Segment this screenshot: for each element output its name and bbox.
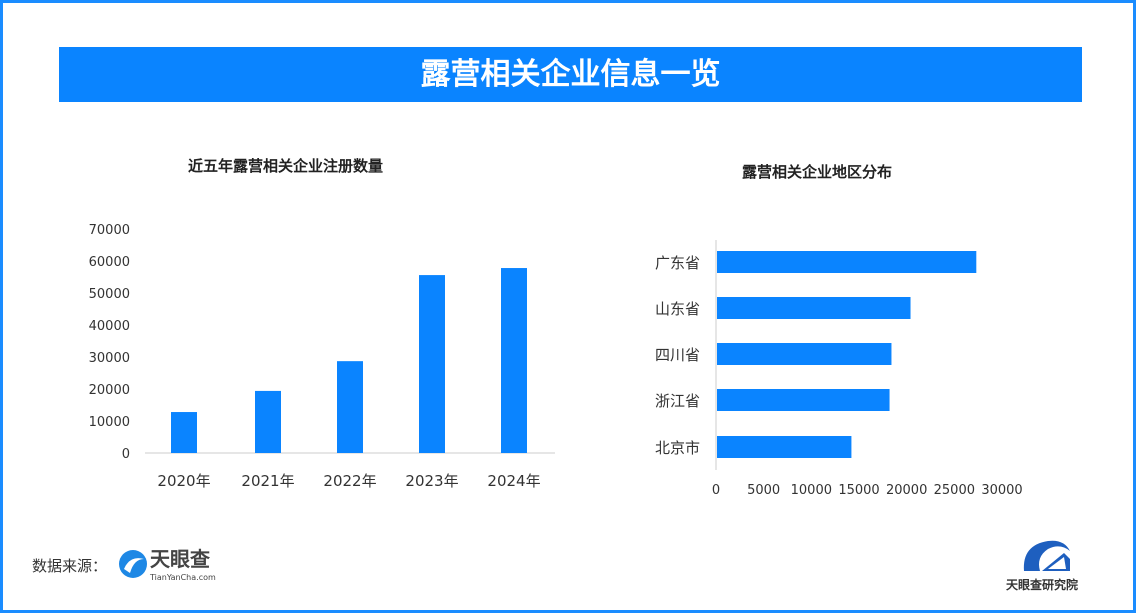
category-label: 北京市 xyxy=(655,439,700,457)
category-label: 山东省 xyxy=(655,300,700,318)
bar-2021年 xyxy=(255,390,281,453)
y-tick-label: 70000 xyxy=(89,223,130,238)
y-tick-label: 60000 xyxy=(89,255,130,270)
y-tick-label: 0 xyxy=(122,447,130,462)
tianyancha-logo-url: TianYanCha.com xyxy=(150,573,216,582)
hbar-chart-title: 露营相关企业地区分布 xyxy=(742,163,893,181)
category-label: 广东省 xyxy=(655,254,700,272)
tianyancha-logo-icon xyxy=(119,550,147,578)
source-label: 数据来源： xyxy=(32,557,108,575)
hbar-山东省 xyxy=(717,297,911,319)
x-tick-label: 15000 xyxy=(838,483,879,498)
bar-chart-title: 近五年露营相关企业注册数量 xyxy=(188,157,384,175)
y-tick-label: 40000 xyxy=(89,319,130,334)
x-tick-label: 30000 xyxy=(981,483,1022,498)
x-tick-label: 2023年 xyxy=(405,472,458,490)
x-tick-label: 2021年 xyxy=(241,472,294,490)
x-tick-label: 2024年 xyxy=(487,472,540,490)
page-title: 露营相关企业信息一览 xyxy=(59,47,1082,102)
institute-logo-icon xyxy=(1023,540,1070,571)
hbar-浙江省 xyxy=(717,389,890,411)
x-tick-label: 5000 xyxy=(747,483,780,498)
bar-2022年 xyxy=(337,361,363,453)
hbar-北京市 xyxy=(717,436,852,458)
x-tick-label: 25000 xyxy=(934,483,975,498)
bar-2020年 xyxy=(171,412,197,453)
x-tick-label: 0 xyxy=(712,483,720,498)
hbar-广东省 xyxy=(717,251,977,273)
category-label: 四川省 xyxy=(655,346,700,364)
institute-logo-text: 天眼查研究院 xyxy=(1006,578,1079,592)
x-tick-label: 10000 xyxy=(791,483,832,498)
y-tick-label: 30000 xyxy=(89,351,130,366)
y-tick-label: 20000 xyxy=(89,383,130,398)
x-tick-label: 20000 xyxy=(886,483,927,498)
institute-logo: 天眼查研究院 xyxy=(1000,535,1100,595)
y-tick-label: 50000 xyxy=(89,287,130,302)
y-tick-label: 10000 xyxy=(89,415,130,430)
tianyancha-logo-text: 天眼查 xyxy=(150,547,210,571)
hbar-四川省 xyxy=(717,343,892,365)
category-label: 浙江省 xyxy=(655,392,700,410)
x-tick-label: 2020年 xyxy=(157,472,210,490)
x-tick-label: 2022年 xyxy=(323,472,376,490)
bar-2024年 xyxy=(501,268,527,453)
bar-2023年 xyxy=(419,275,445,453)
